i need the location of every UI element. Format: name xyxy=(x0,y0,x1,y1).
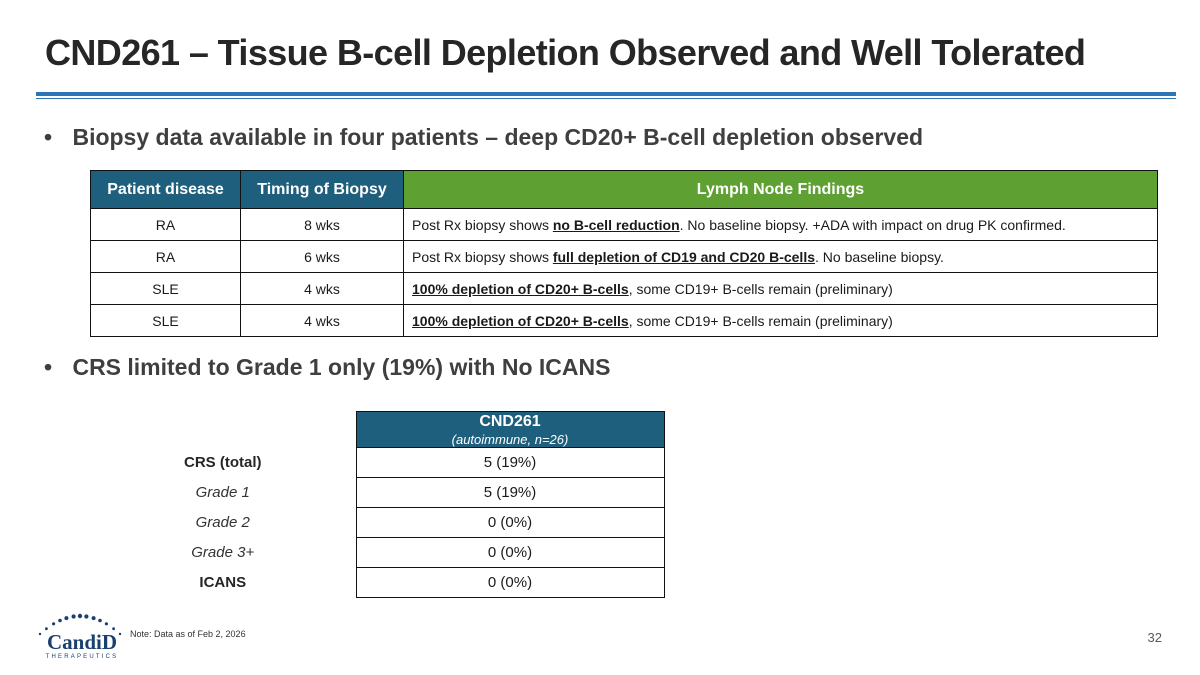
cell-finding: Post Rx biopsy shows no B-cell reduction… xyxy=(403,208,1158,241)
candid-therapeutics-logo: CandiD THERAPEUTICS xyxy=(34,608,130,668)
cell-finding: 100% depletion of CD20+ B-cells, some CD… xyxy=(403,272,1158,305)
table-row: SLE 4 wks 100% depletion of CD20+ B-cell… xyxy=(90,272,1158,305)
finding-suffix: , some CD19+ B-cells remain (preliminary… xyxy=(628,280,893,297)
table-row: CRS (total) 5 (19%) xyxy=(90,447,665,478)
crs-header-spacer xyxy=(90,412,356,448)
logo-subtext: THERAPEUTICS xyxy=(45,654,119,660)
header-patient-disease: Patient disease xyxy=(90,170,241,209)
biopsy-table: Patient disease Timing of Biopsy Lymph N… xyxy=(90,170,1158,337)
finding-emphasis: no B-cell reduction xyxy=(552,216,680,233)
finding-emphasis: 100% depletion of CD20+ B-cells xyxy=(412,312,629,329)
cell-timing: 8 wks xyxy=(240,208,404,241)
crs-header-row: CND261 (autoimmune, n=26) xyxy=(90,411,665,448)
cell-disease: SLE xyxy=(90,272,241,305)
crs-row-label: Grade 2 xyxy=(195,514,250,531)
logo-wordmark: CandiD xyxy=(46,630,118,654)
finding-suffix: , some CD19+ B-cells remain (preliminary… xyxy=(628,312,893,329)
finding-prefix: Post Rx biopsy shows xyxy=(412,216,553,233)
crs-row-label: CRS (total) xyxy=(184,454,262,471)
footnote: Note: Data as of Feb 2, 2026 xyxy=(130,629,246,639)
cell-timing: 4 wks xyxy=(240,304,404,337)
crs-row-value: 0 (0%) xyxy=(355,567,665,598)
logo-dotted-arc-icon xyxy=(38,613,122,636)
table-row: Grade 2 0 (0%) xyxy=(90,507,665,538)
cell-finding: 100% depletion of CD20+ B-cells, some CD… xyxy=(403,304,1158,337)
finding-emphasis: 100% depletion of CD20+ B-cells xyxy=(412,280,629,297)
crs-row-value: 5 (19%) xyxy=(355,447,665,478)
cell-finding: Post Rx biopsy shows full depletion of C… xyxy=(403,240,1158,273)
table-row: RA 8 wks Post Rx biopsy shows no B-cell … xyxy=(90,208,1158,241)
crs-row-label: Grade 3+ xyxy=(191,544,255,561)
finding-suffix: . No baseline biopsy. xyxy=(815,248,944,265)
bullet-biopsy-text: Biopsy data available in four patients –… xyxy=(72,124,924,150)
bullet-biopsy: Biopsy data available in four patients –… xyxy=(44,124,923,151)
header-lymph-node-findings: Lymph Node Findings xyxy=(403,170,1158,209)
bullet-crs-text: CRS limited to Grade 1 only (19%) with N… xyxy=(72,354,611,380)
page-title: CND261 – Tissue B-cell Depletion Observe… xyxy=(45,32,1086,73)
crs-row-value: 0 (0%) xyxy=(355,507,665,538)
finding-emphasis: full depletion of CD19 and CD20 B-cells xyxy=(552,248,815,265)
table-row: ICANS 0 (0%) xyxy=(90,567,665,598)
cell-disease: RA xyxy=(90,240,241,273)
crs-header-title: CND261 xyxy=(479,413,541,430)
crs-table-header: CND261 (autoimmune, n=26) xyxy=(355,411,665,448)
cell-disease: RA xyxy=(90,208,241,241)
table-row: RA 6 wks Post Rx biopsy shows full deple… xyxy=(90,240,1158,273)
finding-prefix: Post Rx biopsy shows xyxy=(412,248,553,265)
crs-row-value: 0 (0%) xyxy=(355,537,665,568)
cell-disease: SLE xyxy=(90,304,241,337)
cell-timing: 4 wks xyxy=(240,272,404,305)
crs-row-value: 5 (19%) xyxy=(355,477,665,508)
crs-row-label: Grade 1 xyxy=(195,484,250,501)
crs-table: CND261 (autoimmune, n=26) CRS (total) 5 … xyxy=(90,411,665,598)
table-row: Grade 1 5 (19%) xyxy=(90,477,665,508)
bullet-crs: CRS limited to Grade 1 only (19%) with N… xyxy=(44,354,610,381)
divider-thin-line xyxy=(36,98,1176,99)
header-timing-of-biopsy: Timing of Biopsy xyxy=(240,170,404,209)
crs-header-subtitle: (autoimmune, n=26) xyxy=(451,432,569,447)
finding-suffix: . No baseline biopsy. +ADA with impact o… xyxy=(679,216,1066,233)
title-divider xyxy=(36,92,1176,99)
table-row: Grade 3+ 0 (0%) xyxy=(90,537,665,568)
cell-timing: 6 wks xyxy=(240,240,404,273)
page-number: 32 xyxy=(1147,630,1162,645)
biopsy-header-row: Patient disease Timing of Biopsy Lymph N… xyxy=(90,170,1158,209)
crs-row-label: ICANS xyxy=(199,574,247,591)
divider-thick-line xyxy=(36,92,1176,96)
table-row: SLE 4 wks 100% depletion of CD20+ B-cell… xyxy=(90,304,1158,337)
